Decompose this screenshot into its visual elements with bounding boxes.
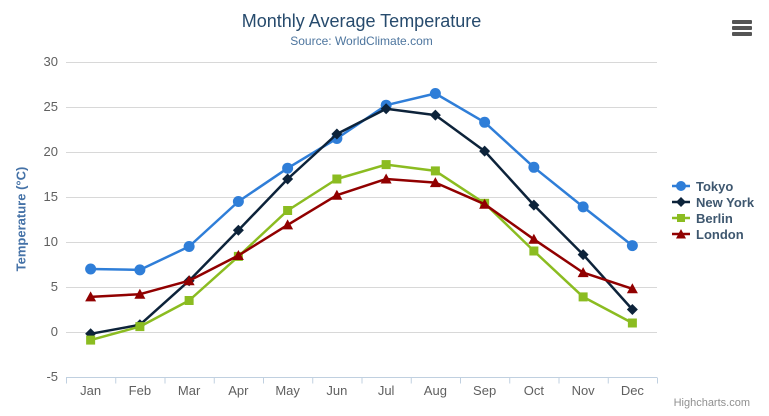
data-point-berlin[interactable] — [86, 335, 96, 345]
x-tick-label: Feb — [129, 383, 151, 398]
legend: Tokyo New York Berlin London — [671, 178, 754, 242]
triangle-marker-icon — [672, 229, 690, 239]
data-point-tokyo[interactable] — [479, 116, 491, 128]
data-point-tokyo[interactable] — [626, 240, 638, 252]
x-tick-label: Mar — [178, 383, 201, 398]
data-point-tokyo[interactable] — [232, 196, 244, 207]
square-marker-icon — [672, 214, 690, 222]
legend-item-berlin[interactable]: Berlin — [671, 210, 754, 226]
x-tick-label: Sep — [473, 383, 496, 398]
hamburger-icon[interactable] — [732, 20, 752, 36]
credits-link[interactable]: Highcharts.com — [673, 397, 750, 409]
data-point-tokyo[interactable] — [577, 201, 589, 213]
y-tick-label: 0 — [51, 324, 58, 339]
data-point-london[interactable] — [331, 189, 343, 200]
y-tick-label: -5 — [46, 369, 58, 384]
data-point-london[interactable] — [134, 288, 146, 299]
data-point-berlin[interactable] — [430, 166, 440, 176]
circle-marker-icon — [672, 181, 690, 191]
data-point-new-york[interactable] — [528, 199, 540, 211]
hamburger-bar — [732, 32, 752, 36]
y-tick-label: 30 — [44, 54, 58, 69]
data-point-tokyo[interactable] — [282, 162, 294, 174]
y-tick-label: 5 — [51, 279, 58, 294]
chart-title: Monthly Average Temperature — [241, 11, 482, 31]
x-tick-label: Dec — [621, 383, 645, 398]
data-point-london[interactable] — [479, 198, 491, 209]
data-point-berlin[interactable] — [578, 292, 588, 302]
data-point-new-york[interactable] — [232, 224, 244, 236]
data-point-london[interactable] — [626, 283, 638, 294]
series-line-berlin[interactable] — [89, 163, 634, 342]
legend-label-london: London — [696, 226, 744, 242]
legend-label-new-york: New York — [696, 194, 755, 210]
data-point-berlin[interactable] — [332, 174, 342, 184]
y-axis-title: Temperature (°C) — [13, 166, 29, 272]
data-point-berlin[interactable] — [135, 322, 145, 332]
data-point-new-york[interactable] — [429, 109, 441, 121]
y-tick-label: 25 — [44, 99, 58, 114]
data-point-london[interactable] — [282, 219, 294, 230]
data-point-new-york[interactable] — [479, 145, 491, 157]
x-tick-label: May — [275, 383, 300, 398]
x-tick-label: Jun — [326, 383, 347, 398]
data-point-berlin[interactable] — [627, 318, 637, 328]
hamburger-bar — [732, 26, 752, 30]
data-point-london[interactable] — [183, 275, 195, 286]
y-tick-label: 15 — [44, 189, 58, 204]
legend-item-london[interactable]: London — [671, 226, 754, 242]
series-line-london[interactable] — [89, 177, 634, 299]
legend-label-tokyo: Tokyo — [696, 178, 734, 194]
data-point-tokyo[interactable] — [134, 264, 146, 276]
series-line-new-york[interactable] — [89, 107, 634, 336]
data-point-tokyo[interactable] — [183, 241, 195, 252]
y-tick-label: 10 — [44, 234, 58, 249]
data-point-new-york[interactable] — [282, 173, 294, 185]
data-point-new-york[interactable] — [331, 128, 343, 140]
data-point-london[interactable] — [85, 291, 97, 302]
data-point-london[interactable] — [429, 177, 441, 188]
x-tick-label: Aug — [424, 383, 447, 398]
data-point-london[interactable] — [380, 173, 392, 184]
data-point-london[interactable] — [232, 250, 244, 260]
data-point-new-york[interactable] — [380, 103, 392, 115]
diamond-marker-icon — [672, 197, 690, 207]
y-tick-label: 20 — [44, 144, 58, 159]
series-line-tokyo[interactable] — [89, 92, 634, 272]
data-point-london[interactable] — [528, 233, 540, 244]
legend-label-berlin: Berlin — [696, 210, 733, 226]
data-point-berlin[interactable] — [184, 296, 194, 305]
data-point-berlin[interactable] — [529, 246, 539, 256]
data-point-berlin[interactable] — [381, 160, 391, 170]
data-point-new-york[interactable] — [577, 249, 589, 261]
hamburger-bar — [732, 20, 752, 24]
x-tick-label: Jan — [80, 383, 101, 398]
data-point-tokyo[interactable] — [528, 161, 540, 173]
data-point-new-york[interactable] — [626, 304, 638, 315]
data-point-tokyo[interactable] — [429, 88, 441, 99]
chart-subtitle: Source: WorldClimate.com — [290, 34, 433, 48]
data-point-london[interactable] — [577, 267, 589, 278]
legend-item-tokyo[interactable]: Tokyo — [671, 178, 754, 194]
data-point-tokyo[interactable] — [85, 263, 97, 275]
x-tick-label: Oct — [524, 383, 545, 398]
x-tick-label: Nov — [572, 383, 596, 398]
x-tick-label: Jul — [378, 383, 395, 398]
x-tick-label: Apr — [228, 383, 249, 398]
data-point-berlin[interactable] — [283, 206, 293, 215]
legend-item-new-york[interactable]: New York — [671, 194, 754, 210]
